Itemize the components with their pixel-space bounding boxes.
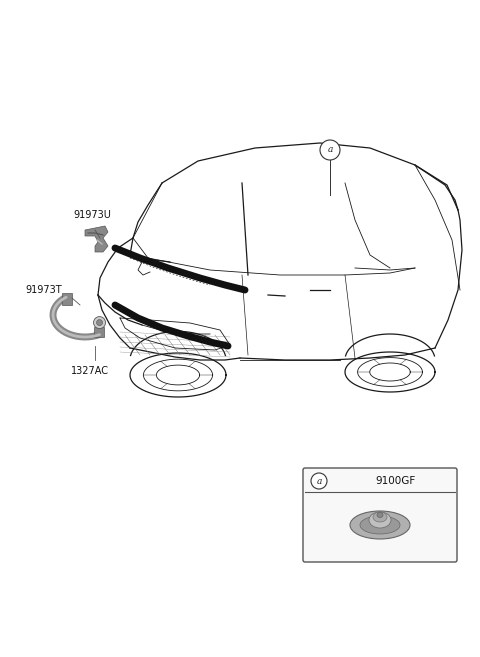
Polygon shape xyxy=(94,327,104,336)
Text: a: a xyxy=(316,476,322,486)
Circle shape xyxy=(320,140,340,160)
Ellipse shape xyxy=(350,511,410,539)
Text: a: a xyxy=(327,145,333,154)
Text: 9100GF: 9100GF xyxy=(375,476,415,486)
Ellipse shape xyxy=(373,512,387,522)
Polygon shape xyxy=(62,293,72,306)
Text: 91973T: 91973T xyxy=(25,285,61,295)
Text: 91973U: 91973U xyxy=(73,210,111,220)
Ellipse shape xyxy=(369,512,391,528)
Circle shape xyxy=(94,317,106,328)
Ellipse shape xyxy=(377,512,383,518)
Polygon shape xyxy=(85,226,108,252)
Ellipse shape xyxy=(360,516,400,534)
Text: 1327AC: 1327AC xyxy=(71,366,109,376)
Circle shape xyxy=(96,319,103,326)
FancyBboxPatch shape xyxy=(303,468,457,562)
Circle shape xyxy=(311,473,327,489)
